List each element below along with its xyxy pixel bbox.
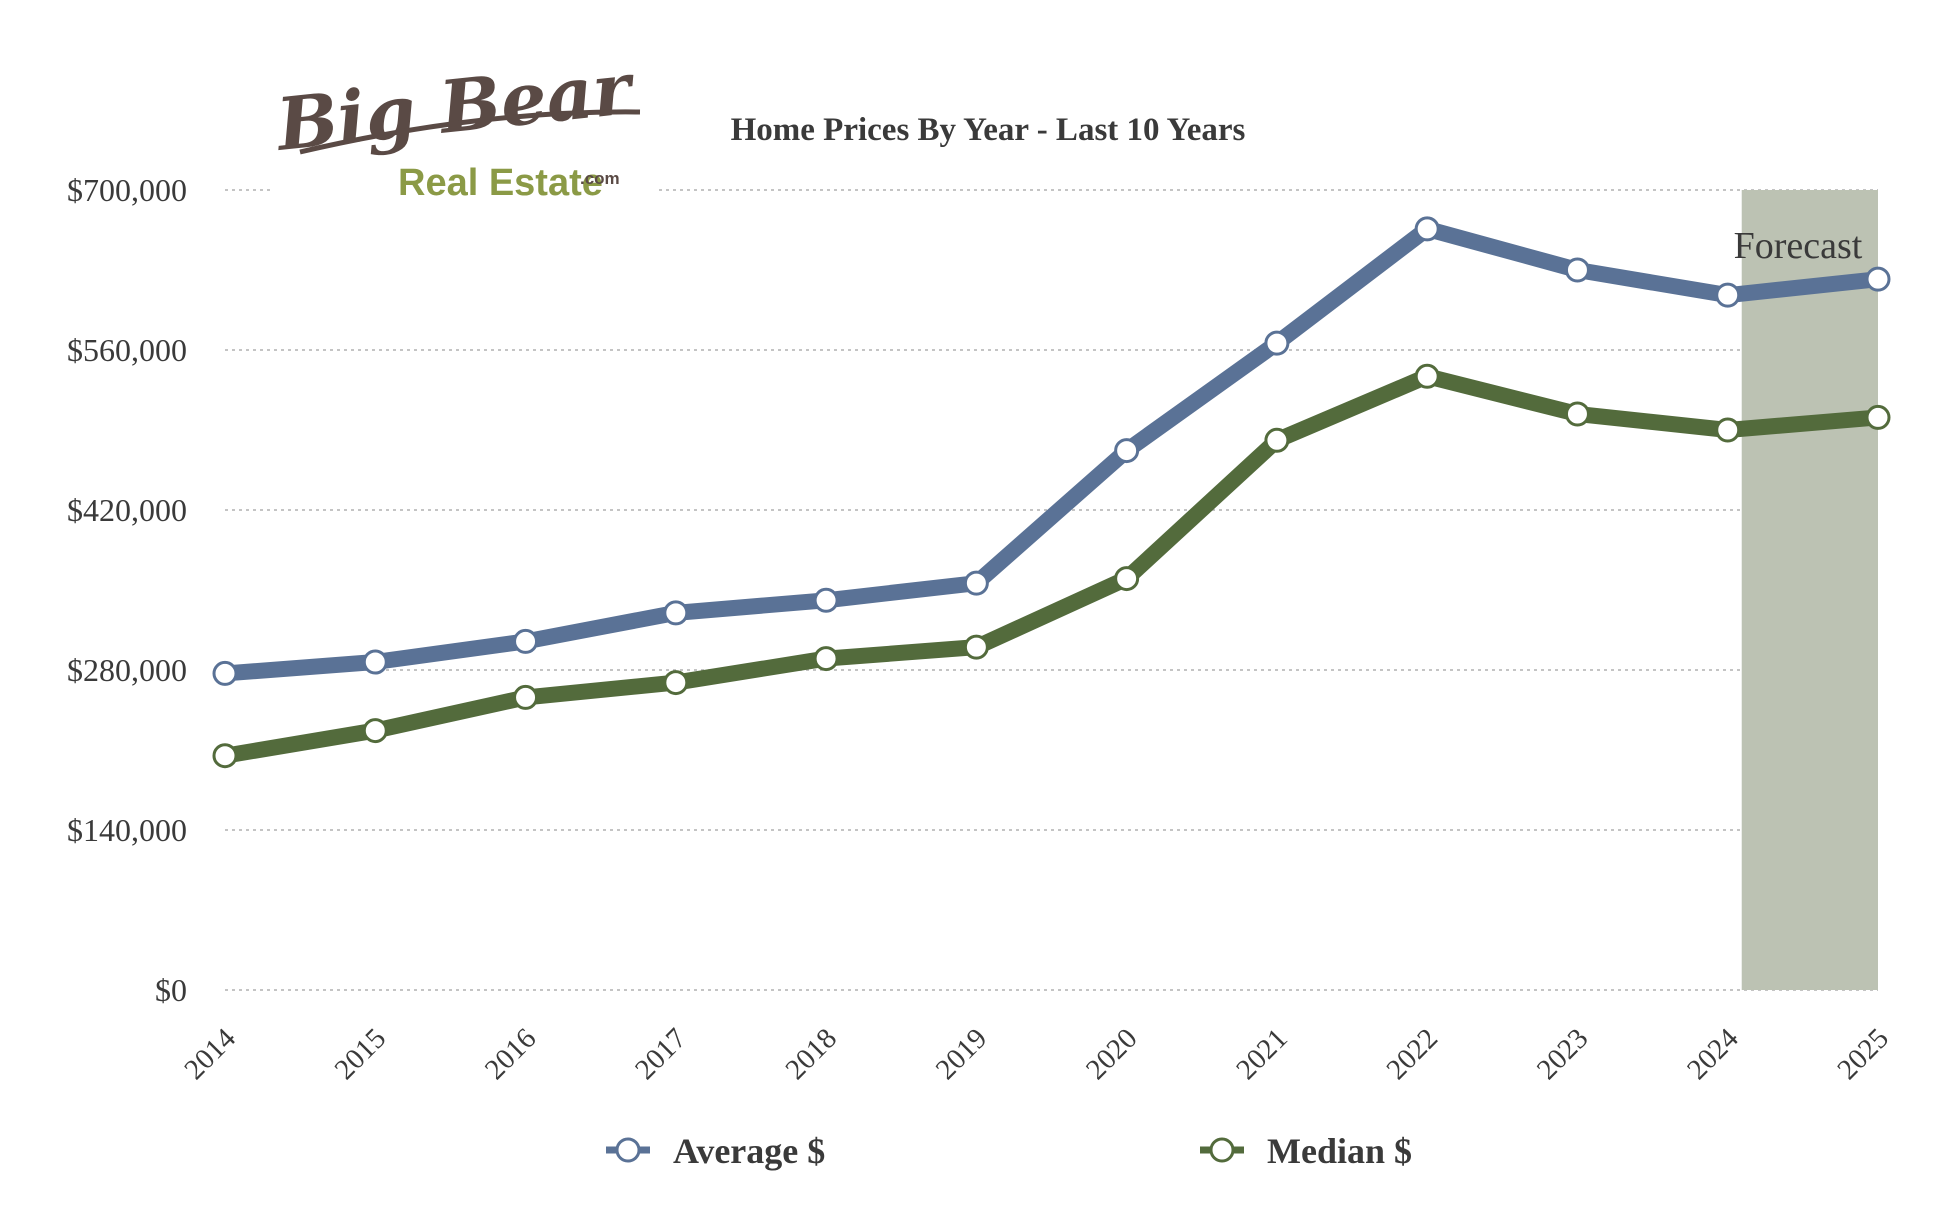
data-point-median bbox=[513, 684, 539, 710]
gridlines bbox=[225, 189, 1878, 991]
legend-swatch-marker bbox=[615, 1137, 641, 1163]
x-tick-label: 2024 bbox=[1681, 1022, 1745, 1086]
series-line-average bbox=[217, 220, 1886, 682]
forecast-band-layer bbox=[1741, 190, 1878, 990]
legend: Average $ Median $ bbox=[606, 1131, 1412, 1171]
series-line-median bbox=[217, 368, 1886, 764]
y-tick-label: $0 bbox=[155, 972, 187, 1008]
data-point-average bbox=[813, 587, 839, 613]
data-point-average bbox=[1715, 282, 1741, 308]
data-point-median bbox=[362, 718, 388, 744]
big-bear-logo: Big Bear Real Estate .com bbox=[270, 45, 655, 205]
y-tick-label: $560,000 bbox=[67, 332, 187, 368]
data-point-average bbox=[1564, 257, 1590, 283]
forecast-label: Forecast bbox=[1734, 225, 1863, 267]
x-tick-label: 2017 bbox=[629, 1022, 693, 1086]
data-point-average bbox=[513, 628, 539, 654]
data-point-median bbox=[1264, 427, 1290, 453]
data-point-median bbox=[1564, 401, 1590, 427]
legend-label: Average $ bbox=[673, 1131, 825, 1171]
data-point-median bbox=[212, 743, 238, 769]
series-layer bbox=[212, 216, 1891, 769]
data-point-median bbox=[813, 646, 839, 672]
data-point-median bbox=[663, 670, 689, 696]
data-point-median bbox=[1865, 404, 1891, 430]
data-point-median bbox=[1414, 363, 1440, 389]
x-tick-label: 2021 bbox=[1230, 1022, 1294, 1086]
logo-suffix: .com bbox=[580, 169, 620, 188]
x-tick-label: 2018 bbox=[779, 1022, 843, 1086]
x-tick-label: 2025 bbox=[1831, 1022, 1895, 1086]
x-tick-label: 2015 bbox=[329, 1022, 393, 1086]
y-tick-label: $140,000 bbox=[67, 812, 187, 848]
data-point-median bbox=[1715, 417, 1741, 443]
logo-swoosh bbox=[299, 109, 641, 155]
data-point-average bbox=[963, 570, 989, 596]
x-tick-label: 2016 bbox=[479, 1022, 543, 1086]
y-axis: $0 $140,000 $280,000 $420,000 $560,000 $700,0… bbox=[67, 172, 187, 1008]
chart-title: Home Prices By Year - Last 10 Years bbox=[731, 112, 1246, 148]
data-point-median bbox=[963, 634, 989, 660]
x-tick-label: 2022 bbox=[1380, 1022, 1444, 1086]
data-point-average bbox=[663, 600, 689, 626]
data-point-median bbox=[1114, 566, 1140, 592]
data-point-average bbox=[1865, 266, 1891, 292]
x-tick-label: 2019 bbox=[930, 1022, 994, 1086]
forecast-band bbox=[1741, 190, 1878, 990]
data-point-average bbox=[212, 660, 238, 686]
logo-line-2: Real Estate bbox=[398, 162, 603, 204]
x-tick-label: 2023 bbox=[1531, 1022, 1595, 1086]
x-tick-label: 2014 bbox=[178, 1022, 242, 1086]
y-tick-label: $420,000 bbox=[67, 492, 187, 528]
y-tick-label: $280,000 bbox=[67, 652, 187, 688]
x-axis: 2014 2015 2016 2017 2018 2019 2020 2021 2022 2023… bbox=[178, 1022, 1895, 1086]
data-point-average bbox=[1264, 330, 1290, 356]
x-tick-label: 2020 bbox=[1080, 1022, 1144, 1086]
legend-swatch-marker bbox=[1209, 1137, 1235, 1163]
legend-label: Median $ bbox=[1267, 1131, 1412, 1171]
y-tick-label: $700,000 bbox=[67, 172, 187, 208]
data-point-average bbox=[362, 649, 388, 675]
data-point-average bbox=[1114, 438, 1140, 464]
data-point-average bbox=[1414, 216, 1440, 242]
